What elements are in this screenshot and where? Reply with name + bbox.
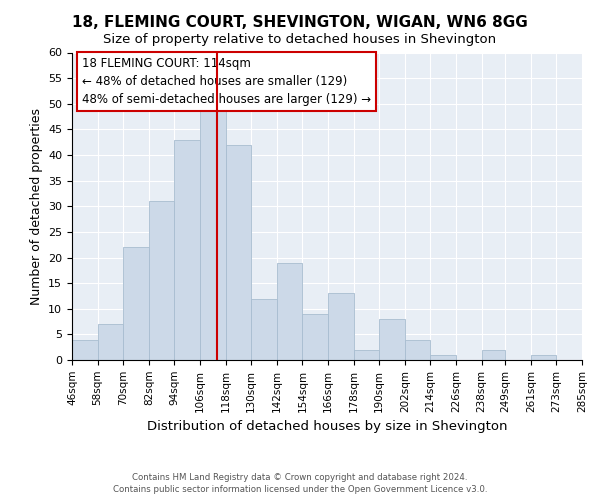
Bar bbox=[251, 298, 277, 360]
Bar bbox=[405, 340, 430, 360]
Bar bbox=[379, 319, 405, 360]
Bar bbox=[353, 350, 379, 360]
Bar bbox=[328, 294, 353, 360]
Text: 18 FLEMING COURT: 114sqm
← 48% of detached houses are smaller (129)
48% of semi-: 18 FLEMING COURT: 114sqm ← 48% of detach… bbox=[82, 57, 371, 106]
Bar bbox=[226, 145, 251, 360]
Bar bbox=[175, 140, 200, 360]
Bar bbox=[302, 314, 328, 360]
X-axis label: Distribution of detached houses by size in Shevington: Distribution of detached houses by size … bbox=[147, 420, 507, 433]
Y-axis label: Number of detached properties: Number of detached properties bbox=[29, 108, 43, 304]
Text: Size of property relative to detached houses in Shevington: Size of property relative to detached ho… bbox=[103, 32, 497, 46]
Bar bbox=[72, 340, 98, 360]
Bar bbox=[98, 324, 123, 360]
Text: 18, FLEMING COURT, SHEVINGTON, WIGAN, WN6 8GG: 18, FLEMING COURT, SHEVINGTON, WIGAN, WN… bbox=[72, 15, 528, 30]
Bar bbox=[200, 109, 226, 360]
Bar bbox=[123, 247, 149, 360]
Bar bbox=[149, 201, 175, 360]
Bar bbox=[277, 262, 302, 360]
Bar bbox=[482, 350, 505, 360]
Bar bbox=[531, 355, 556, 360]
Bar bbox=[430, 355, 456, 360]
Text: Contains HM Land Registry data © Crown copyright and database right 2024.
Contai: Contains HM Land Registry data © Crown c… bbox=[113, 473, 487, 494]
